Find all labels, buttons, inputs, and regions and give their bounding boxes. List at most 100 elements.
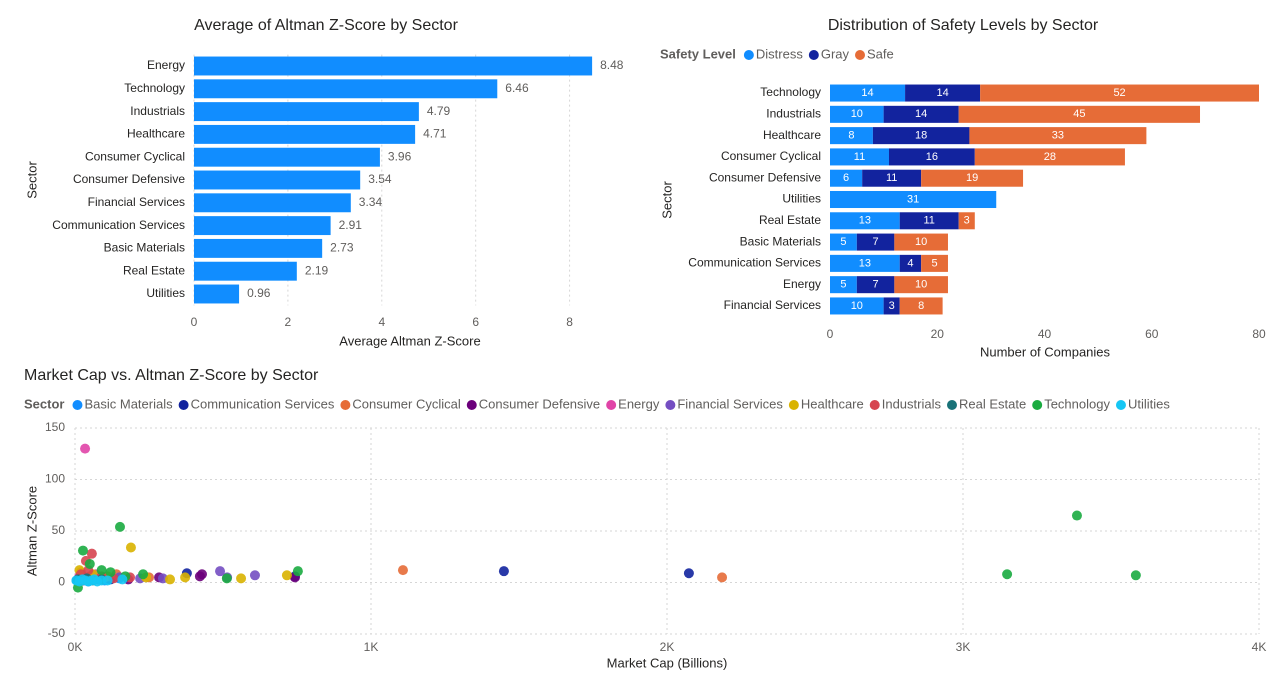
x-tick-label: 20	[931, 327, 945, 341]
y-tick-label: 0	[58, 575, 65, 589]
bar-segment	[899, 212, 959, 230]
point	[86, 548, 97, 559]
point	[292, 566, 303, 577]
data-label: 45	[1073, 108, 1085, 120]
bar-segment	[830, 254, 900, 272]
data-label: 10	[851, 300, 863, 312]
category-label: Utilities	[782, 192, 821, 206]
data-label: 5	[840, 236, 846, 248]
x-axis-title: Market Cap (Billions)	[607, 655, 728, 670]
point	[80, 443, 91, 454]
x-tick-label: 0	[191, 315, 198, 329]
bar-segment	[921, 254, 948, 272]
legend-label: Healthcare	[801, 396, 864, 411]
x-tick-label: 4K	[1252, 640, 1267, 654]
bar	[194, 261, 297, 281]
legend-marker	[178, 400, 189, 410]
y-axis-title: Sector	[24, 161, 39, 199]
chart-title: Average of Altman Z-Score by Sector	[194, 17, 459, 34]
data-label: 2.19	[305, 263, 329, 277]
data-label: 4.71	[423, 127, 447, 141]
bar-segment	[899, 297, 943, 315]
legend-label: Real Estate	[959, 396, 1026, 411]
point	[114, 521, 125, 532]
legend-marker	[665, 400, 676, 410]
legend-label: Energy	[618, 396, 660, 411]
bar	[194, 79, 498, 99]
x-tick-label: 6	[472, 315, 479, 329]
bar-segment	[862, 169, 922, 187]
point	[138, 569, 149, 580]
legend-label: Gray	[821, 46, 850, 61]
bar-segment	[830, 148, 889, 166]
data-label: 4	[907, 257, 913, 269]
legend-label: Consumer Cyclical	[352, 396, 460, 411]
point	[1071, 510, 1082, 521]
legend-label: Communication Services	[191, 396, 335, 411]
y-axis-title: Sector	[659, 181, 674, 219]
data-label: 7	[873, 236, 879, 248]
bar-segment	[830, 169, 863, 187]
y-tick-label: 50	[52, 523, 66, 537]
legend-marker	[1115, 400, 1126, 410]
x-tick-label: 3K	[956, 640, 971, 654]
data-label: 2.91	[339, 218, 363, 232]
x-tick-label: 4	[378, 315, 385, 329]
point	[194, 571, 205, 582]
bar-segment	[872, 127, 970, 145]
data-label: 10	[915, 236, 927, 248]
bar-segment	[830, 190, 997, 209]
category-label: Utilities	[146, 286, 185, 300]
data-label: 14	[936, 87, 948, 99]
bar-segment	[921, 169, 1024, 187]
data-label: 8	[848, 130, 854, 142]
data-label: 10	[851, 108, 863, 120]
data-label: 14	[861, 87, 873, 99]
legend-marker	[808, 50, 819, 60]
category-label: Technology	[760, 85, 821, 99]
data-label: 13	[859, 215, 871, 227]
y-tick-label: 150	[45, 420, 65, 434]
bar-segment	[969, 127, 1147, 145]
bar-segment	[958, 105, 1201, 123]
legend-marker	[340, 400, 351, 410]
data-label: 5	[932, 257, 938, 269]
bar-segment	[894, 276, 948, 294]
legend-marker	[606, 400, 617, 410]
category-label: Real Estate	[759, 213, 821, 227]
data-label: 11	[886, 172, 897, 184]
point	[77, 545, 88, 556]
category-label: Technology	[124, 81, 185, 95]
data-label: 4.79	[427, 104, 451, 118]
point	[180, 572, 191, 583]
bar-segment	[830, 212, 900, 230]
legend-marker	[788, 400, 799, 410]
bar-segment	[894, 233, 948, 251]
bar-segment	[830, 276, 857, 294]
data-label: 52	[1113, 87, 1125, 99]
category-label: Consumer Cyclical	[85, 149, 185, 163]
legend-marker	[946, 400, 957, 410]
category-label: Industrials	[130, 104, 185, 118]
x-tick-label: 60	[1145, 327, 1159, 341]
data-label: 18	[915, 130, 927, 142]
data-label: 14	[915, 108, 927, 120]
point	[221, 573, 232, 584]
category-label: Consumer Defensive	[709, 170, 821, 184]
data-label: 3.96	[388, 149, 412, 163]
legend-marker	[466, 400, 477, 410]
point	[498, 566, 509, 577]
data-label: 28	[1044, 151, 1056, 163]
category-label: Energy	[783, 277, 821, 291]
category-label: Consumer Cyclical	[721, 149, 821, 163]
data-label: 13	[859, 257, 871, 269]
x-tick-label: 0	[827, 327, 834, 341]
data-label: 3	[964, 215, 970, 227]
bar	[194, 124, 416, 144]
chart-title: Distribution of Safety Levels by Sector	[828, 17, 1099, 34]
legend-marker	[72, 400, 83, 410]
data-label: 3.34	[359, 195, 383, 209]
bar-segment	[899, 254, 922, 272]
point	[1130, 570, 1141, 581]
category-label: Basic Materials	[740, 234, 821, 248]
